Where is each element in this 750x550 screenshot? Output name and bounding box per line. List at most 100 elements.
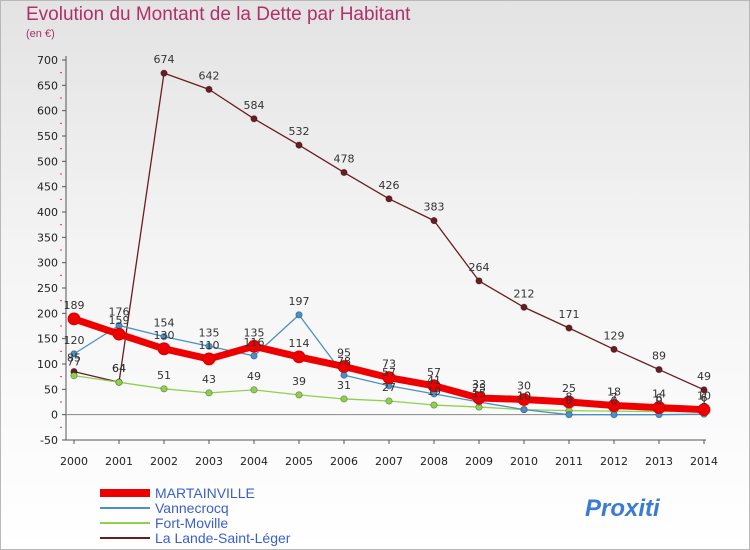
series-point-1 xyxy=(385,397,393,405)
data-label-0: 129 xyxy=(604,329,625,342)
data-label-2: 0 xyxy=(566,395,573,408)
data-label-2: 176 xyxy=(109,305,130,318)
series-point-3 xyxy=(697,403,711,417)
y-tick-label: 250 xyxy=(37,282,58,295)
series-point-3 xyxy=(157,342,171,356)
series-point-3 xyxy=(67,312,81,326)
series-point-2 xyxy=(610,411,618,419)
series-point-1 xyxy=(295,391,303,399)
series-point-0 xyxy=(565,324,573,332)
data-label-3: 30 xyxy=(517,379,531,392)
series-point-0 xyxy=(205,85,213,93)
data-label-1: 7 xyxy=(611,391,618,404)
series-point-3 xyxy=(517,393,531,406)
chart-subtitle: (en €) xyxy=(26,28,55,40)
x-tick-label: 2009 xyxy=(465,455,493,468)
data-labels: 85 64 674 642 584 532 478 426 383 264 212 171 129 89 4… xyxy=(64,53,712,407)
series-point-3 xyxy=(652,401,666,414)
series-point-2 xyxy=(295,311,303,319)
data-label-0: 383 xyxy=(424,201,445,214)
data-label-3: 10 xyxy=(697,390,711,403)
y-tick-label: 700 xyxy=(37,54,58,67)
data-label-1: 19 xyxy=(427,385,441,398)
axes: -500501001502002503003504004505005506006… xyxy=(37,54,718,468)
series-point-0 xyxy=(475,277,483,285)
x-tick-label: 2013 xyxy=(645,455,673,468)
data-label-2: 57 xyxy=(382,366,396,379)
data-label-3: 33 xyxy=(472,378,486,391)
x-tick-label: 2012 xyxy=(600,455,628,468)
data-label-2: 0 xyxy=(611,395,618,408)
series-point-2 xyxy=(160,333,168,341)
data-label-0: 674 xyxy=(154,53,175,66)
data-label-3: 130 xyxy=(154,329,175,342)
series-point-0 xyxy=(610,345,618,353)
data-label-0: 532 xyxy=(289,125,310,138)
data-label-0: 64 xyxy=(112,362,126,375)
series-point-0 xyxy=(340,168,348,177)
series-point-1 xyxy=(250,386,258,394)
series-point-0 xyxy=(655,365,663,374)
series-point-3 xyxy=(427,379,441,393)
data-label-1: 15 xyxy=(472,387,486,400)
series-point-0 xyxy=(430,217,438,225)
data-label-3: 25 xyxy=(562,382,576,395)
series-point-0 xyxy=(700,386,708,394)
series-point-3 xyxy=(247,339,261,353)
data-label-2: 78 xyxy=(337,355,351,368)
data-label-0: 478 xyxy=(334,152,355,165)
x-tick-label: 2001 xyxy=(105,455,133,468)
data-label-1: 51 xyxy=(157,369,171,382)
data-label-2: 1 xyxy=(701,394,708,407)
series-point-1 xyxy=(115,378,123,386)
data-label-0: 426 xyxy=(379,179,400,192)
y-tick-label: 100 xyxy=(37,358,58,371)
data-label-2: 41 xyxy=(427,374,441,387)
y-tick-label: 650 xyxy=(37,79,58,92)
series-point-3 xyxy=(112,327,126,341)
series-point-1 xyxy=(160,385,168,393)
series-point-1 xyxy=(340,395,348,403)
data-label-3: 73 xyxy=(382,358,396,371)
data-label-3: 159 xyxy=(109,314,130,327)
x-tick-label: 2003 xyxy=(195,455,223,468)
legend-label-1: Vannecrocq xyxy=(155,500,229,516)
series-point-0 xyxy=(250,115,258,123)
data-label-2: 116 xyxy=(244,336,265,349)
data-label-3: 110 xyxy=(199,339,220,352)
x-tick-label: 2014 xyxy=(690,455,718,468)
data-label-0: 89 xyxy=(652,350,666,363)
y-tick-label: 450 xyxy=(37,181,58,194)
y-tick-label: 350 xyxy=(37,231,58,244)
series-point-3 xyxy=(202,352,216,366)
x-tick-label: 2011 xyxy=(555,455,583,468)
data-label-0: 642 xyxy=(199,69,220,82)
data-label-0: 264 xyxy=(469,261,490,274)
y-tick-label: 500 xyxy=(37,155,58,168)
series-point-2 xyxy=(520,405,528,414)
legend-label-3: La Lande-Saint-Léger xyxy=(155,530,291,546)
x-tick-label: 2002 xyxy=(150,455,178,468)
data-label-3: 14 xyxy=(652,388,666,401)
x-tick-label: 2010 xyxy=(510,455,538,468)
y-tick-label: 400 xyxy=(37,206,58,219)
data-label-2: 120 xyxy=(64,334,85,347)
data-label-1: 77 xyxy=(67,356,81,369)
data-label-1: 10 xyxy=(517,390,531,403)
data-label-2: 197 xyxy=(289,295,310,308)
x-tick-label: 2004 xyxy=(240,455,268,468)
data-label-2: 135 xyxy=(199,326,220,339)
data-label-0: 49 xyxy=(697,370,711,383)
series-point-1 xyxy=(430,401,438,409)
series-point-2 xyxy=(250,352,258,360)
series-layer xyxy=(67,69,711,419)
data-label-1: 43 xyxy=(202,373,216,386)
data-label-1: 8 xyxy=(566,391,573,404)
series-point-3 xyxy=(382,371,396,385)
series-point-1 xyxy=(70,372,78,380)
data-label-0: 85 xyxy=(67,352,81,365)
x-tick-label: 2006 xyxy=(330,455,358,468)
legend-label-0: MARTAINVILLE xyxy=(155,485,255,501)
